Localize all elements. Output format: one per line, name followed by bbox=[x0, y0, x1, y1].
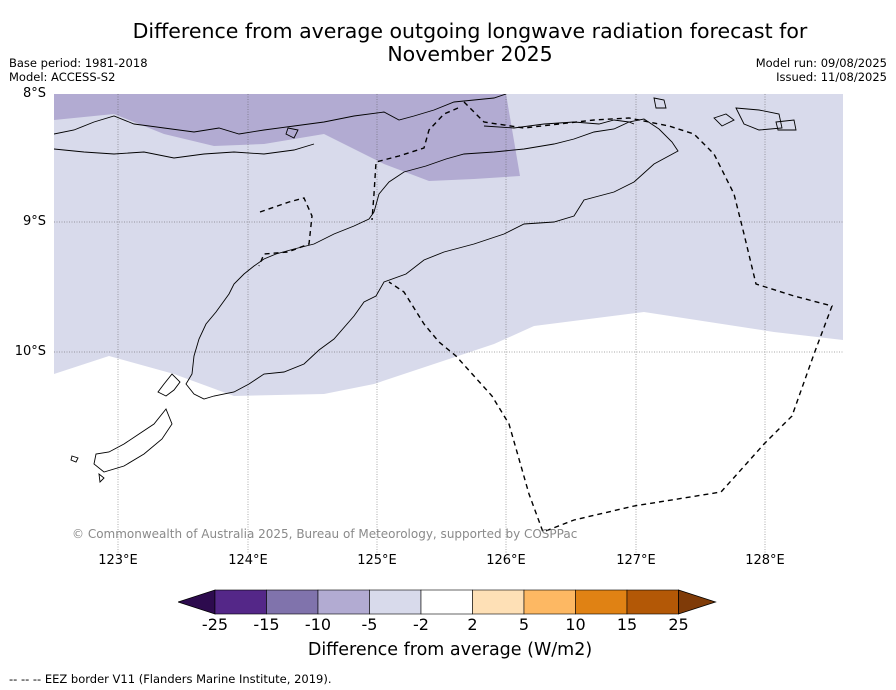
map-canvas bbox=[54, 94, 843, 554]
colorbar-segment bbox=[626, 589, 679, 615]
lon-label-124e: 124°E bbox=[228, 553, 268, 568]
lat-label-10s: 10°S bbox=[14, 344, 46, 359]
base-period: Base period: 1981-2018 bbox=[9, 56, 148, 70]
colorbar-tick-label: -2 bbox=[413, 615, 429, 634]
copyright-notice: © Commonwealth of Australia 2025, Bureau… bbox=[72, 527, 578, 541]
colorbar-segment bbox=[214, 589, 267, 615]
colorbar-title: Difference from average (W/m2) bbox=[307, 640, 593, 660]
colorbar-segment bbox=[523, 589, 576, 615]
colorbar-tick-label: -15 bbox=[253, 615, 280, 634]
colorbar-segment bbox=[317, 589, 370, 615]
lat-label-8s: 8°S bbox=[22, 86, 46, 101]
model-run-date: Model run: 09/08/2025 bbox=[755, 56, 887, 70]
lon-label-125e: 125°E bbox=[357, 553, 397, 568]
colorbar-tick-label: 10 bbox=[565, 615, 586, 634]
colorbar-segment bbox=[575, 589, 628, 615]
colorbar-tick-label: -10 bbox=[304, 615, 332, 634]
colorbar-arrow-high bbox=[678, 589, 717, 615]
colorbar-tick-label: 2 bbox=[467, 615, 478, 634]
colorbar-segment bbox=[420, 589, 473, 615]
colorbar-tick-label: -25 bbox=[201, 615, 229, 634]
model-info: Base period: 1981-2018 Model: ACCESS-S2 bbox=[9, 56, 148, 84]
lon-label-128e: 128°E bbox=[745, 553, 785, 568]
map-panel[interactable] bbox=[54, 94, 843, 554]
colorbar-tick-label: 15 bbox=[616, 615, 638, 634]
map-gridlines bbox=[54, 94, 843, 554]
lon-label-123e: 123°E bbox=[98, 553, 138, 568]
anomaly-medium-region bbox=[54, 94, 520, 181]
issued-date: Issued: 11/08/2025 bbox=[776, 70, 887, 84]
colorbar-tick-label: 5 bbox=[518, 615, 530, 634]
colorbar-svg bbox=[176, 589, 717, 615]
lon-label-126e: 126°E bbox=[486, 553, 526, 568]
run-info: Model run: 09/08/2025 Issued: 11/08/2025 bbox=[756, 56, 887, 84]
colorbar-segment bbox=[369, 589, 422, 615]
colorbar-tick-label: -5 bbox=[361, 615, 378, 634]
colorbar-arrow-low bbox=[176, 589, 216, 615]
colorbar-segment bbox=[472, 589, 525, 615]
chart-title: Difference from average outgoing longwav… bbox=[132, 19, 808, 66]
eez-border bbox=[258, 101, 833, 533]
colorbar bbox=[176, 589, 720, 619]
anomaly-light-region bbox=[54, 94, 843, 396]
eez-legend-note: -- -- -- EEZ border V11 (Flanders Marine… bbox=[9, 672, 332, 686]
colorbar-tick-label: 25 bbox=[668, 615, 689, 634]
lon-label-127e: 127°E bbox=[616, 553, 656, 568]
model-name: Model: ACCESS-S2 bbox=[9, 70, 116, 84]
lat-label-9s: 9°S bbox=[22, 214, 46, 229]
colorbar-segment bbox=[266, 589, 319, 615]
